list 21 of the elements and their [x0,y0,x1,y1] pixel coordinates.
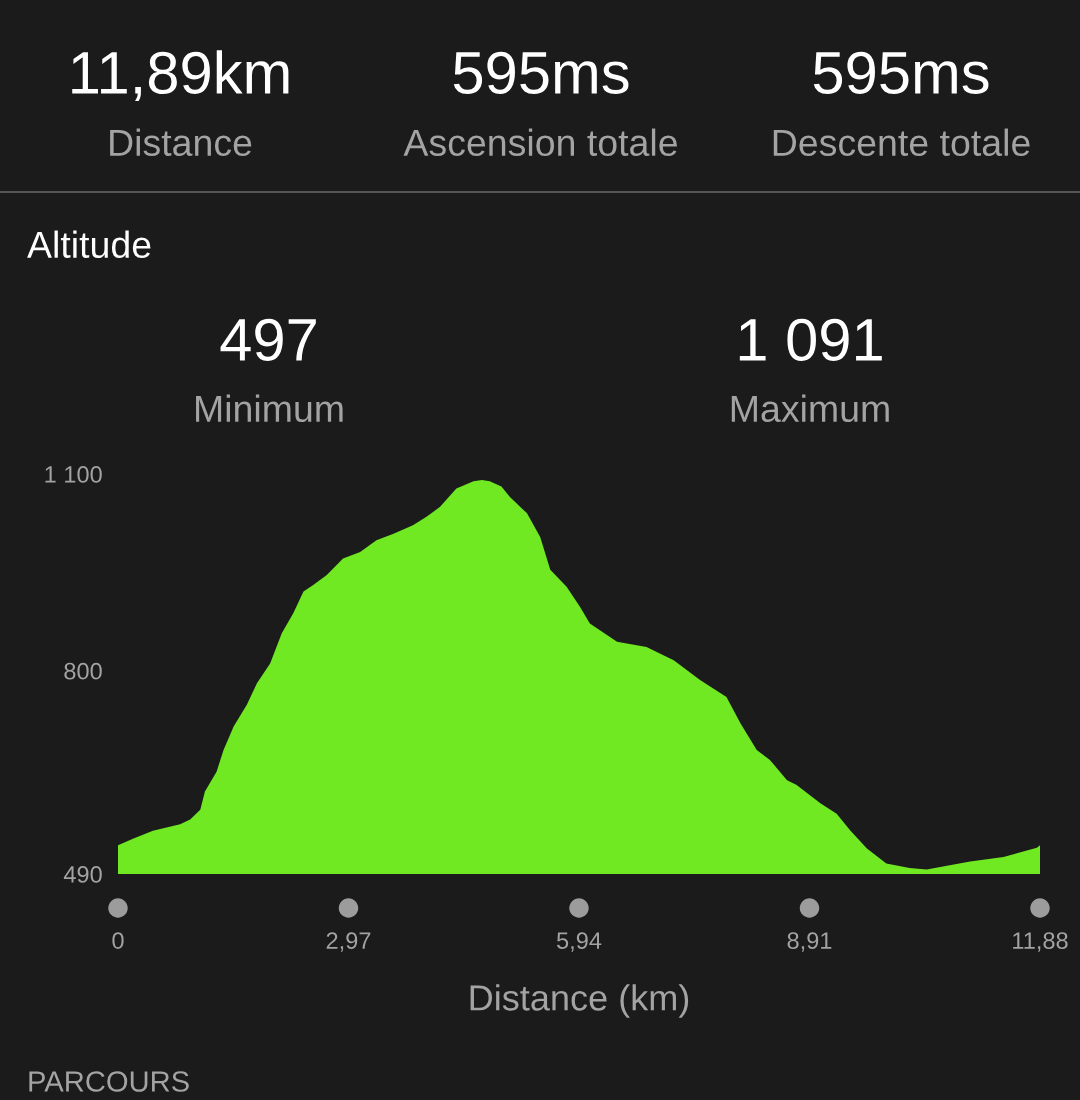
x-axis-title: Distance (km) [470,984,689,1018]
chart-title: Altitude [27,230,151,259]
x-tick-label: 11,88 [1013,932,1068,952]
x-tick-label: 5,94 [556,932,602,952]
text: 11,89km [72,50,289,102]
x-tick-label: 0 [112,932,124,949]
text: Maximum [731,394,889,423]
text: 497 [220,318,316,362]
text: 1 091 [739,318,882,362]
text: 595ms [453,51,629,95]
y-tick-label: 800 [64,662,102,680]
text: PARCOURS [29,1071,189,1092]
text: 595ms [813,51,989,95]
y-tick-label: 1 100 [45,466,102,483]
text: Ascension totale [403,128,677,157]
text: Distance [110,128,252,157]
text: Descente totale [773,128,1030,157]
x-tick-label: 2,97 [326,932,371,952]
x-tick-label: 8,91 [787,932,832,952]
text: Minimum [196,394,343,423]
y-tick-label: 490 [63,866,102,883]
